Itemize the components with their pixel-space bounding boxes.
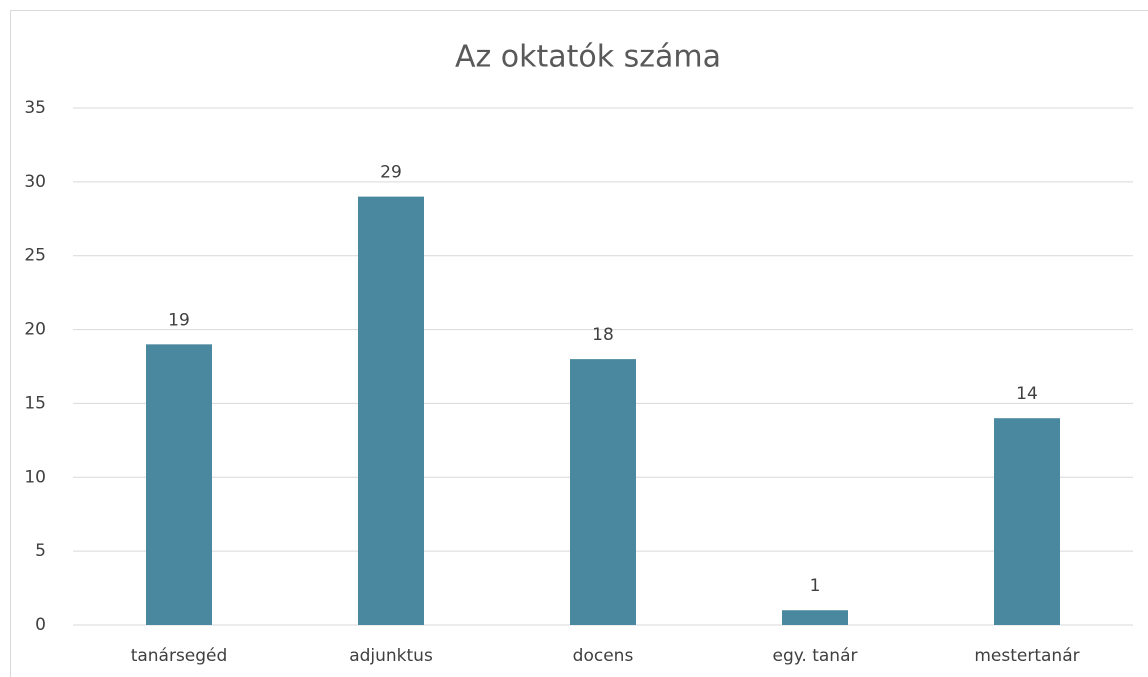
data-label: 29 [380,163,402,183]
data-label: 1 [810,576,821,596]
data-label: 18 [592,325,614,345]
x-tick-label: docens [573,646,634,666]
data-label: 14 [1016,384,1038,404]
y-tick-label: 10 [24,467,46,487]
y-tick-label: 0 [35,615,46,635]
x-tick-label: adjunktus [349,646,433,666]
y-tick-label: 5 [35,541,46,561]
bar [358,196,424,625]
y-tick-label: 20 [24,320,46,340]
x-tick-label: mestertanár [974,646,1079,666]
y-tick-label: 30 [24,172,46,192]
y-tick-label: 15 [24,393,46,413]
chart-title: Az oktatók száma [455,40,721,75]
y-tick-label: 35 [24,98,46,118]
data-label: 19 [168,310,190,330]
bar [782,610,848,625]
bar [994,418,1060,625]
x-tick-label: egy. tanár [773,646,858,666]
x-tick-label: tanársegéd [131,646,228,666]
y-tick-label: 25 [24,246,46,266]
bar [570,359,636,625]
bar [146,344,212,625]
